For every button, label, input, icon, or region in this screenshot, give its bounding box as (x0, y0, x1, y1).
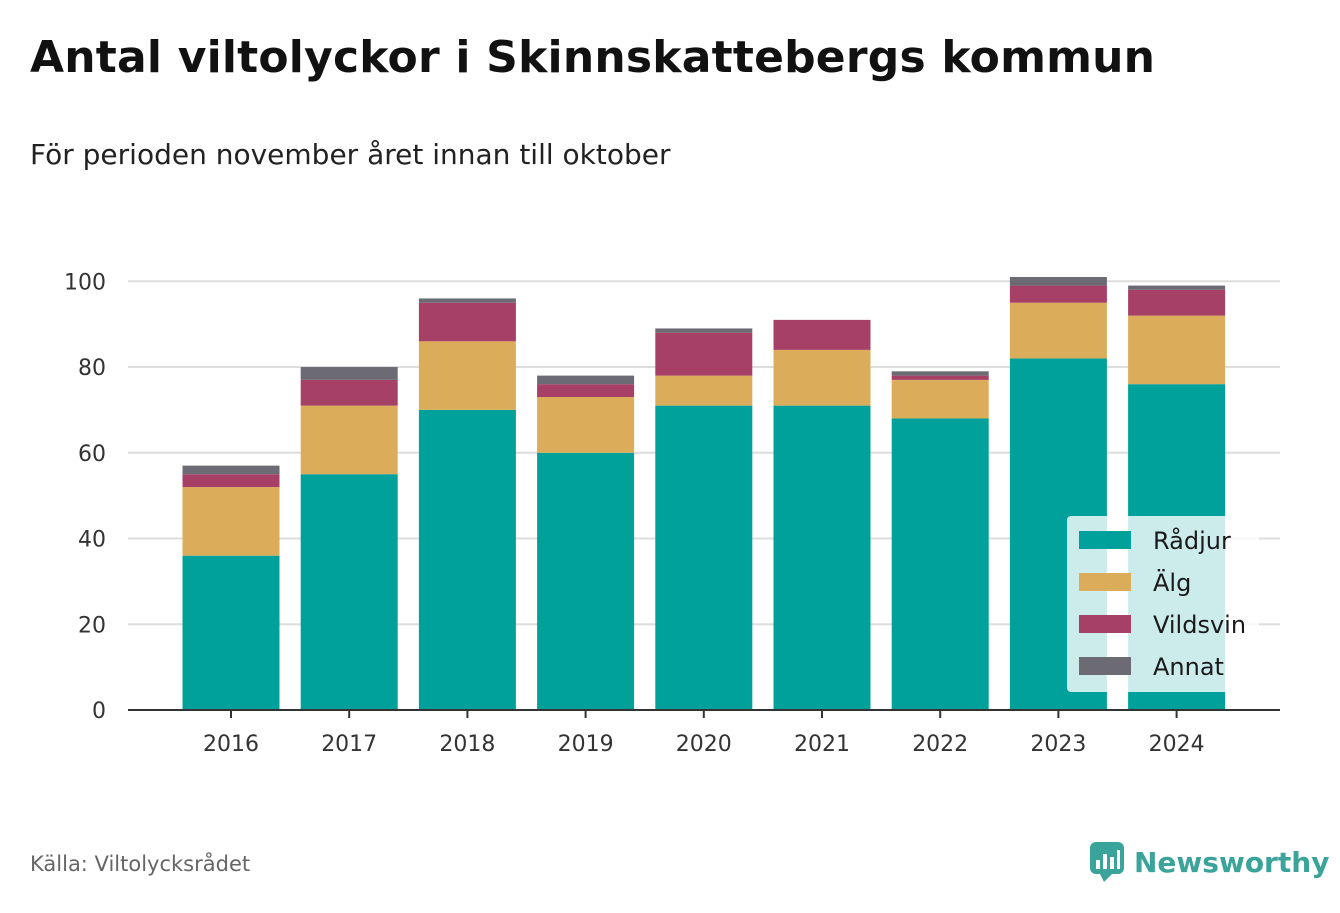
newsworthy-logo-icon (1090, 842, 1124, 882)
x-axis-ticks: 2016 2017 2018 2019 2020 2021 2022 2023 2024 (203, 710, 1205, 757)
legend-label: Rådjur (1153, 526, 1231, 555)
source-note: Källa: Viltolycksrådet (30, 852, 251, 876)
x-tick-label: 2019 (558, 732, 614, 757)
bar-segment-2016-rådjur (182, 555, 280, 710)
bar-segment-2020-rådjur (655, 405, 753, 710)
x-tick-label: 2023 (1030, 732, 1086, 757)
x-tick-label: 2022 (912, 732, 968, 757)
bar-segment-2019-annat (537, 375, 635, 385)
bar-segment-2020-vildsvin (655, 332, 753, 376)
x-tick-label: 2021 (794, 732, 850, 757)
bar-segment-2016-vildsvin (182, 474, 280, 488)
x-tick-label: 2017 (321, 732, 377, 757)
y-tick-label: 60 (78, 442, 106, 467)
y-tick-label: 80 (78, 356, 106, 381)
bar-segment-2023-vildsvin (1009, 285, 1107, 303)
bar-segment-2019-vildsvin (537, 384, 635, 398)
legend-swatch (1079, 615, 1131, 633)
bar-segment-2018-älg (418, 341, 516, 410)
bar-segment-2018-annat (418, 298, 516, 303)
bar-segment-2020-älg (655, 375, 753, 406)
legend: Rådjur Älg Vildsvin Annat (1067, 516, 1259, 692)
brand-logo: Newsworthy (1088, 840, 1329, 884)
bar-segment-2017-älg (300, 405, 398, 475)
y-tick-label: 100 (64, 270, 106, 295)
chart-title: Antal viltolyckor i Skinnskattebergs kom… (30, 32, 1156, 83)
bar-segment-2022-annat (891, 371, 989, 376)
bar-segment-2016-älg (182, 487, 280, 556)
y-tick-label: 40 (78, 528, 106, 553)
bar-segment-2017-annat (300, 367, 398, 380)
bar-segment-2022-älg (891, 379, 989, 419)
bar-segment-2023-annat (1009, 277, 1107, 286)
legend-box (1067, 516, 1259, 692)
legend-label: Älg (1153, 568, 1191, 597)
x-tick-label: 2020 (676, 732, 732, 757)
y-axis-ticks: 0 20 40 60 80 100 (64, 270, 106, 724)
legend-label: Annat (1153, 653, 1224, 681)
legend-swatch (1079, 531, 1131, 549)
legend-swatch (1079, 657, 1131, 675)
bar-segment-2023-älg (1009, 302, 1107, 359)
y-tick-label: 0 (92, 699, 106, 724)
bar-segment-2022-vildsvin (891, 375, 989, 380)
bar-segment-2021-vildsvin (773, 319, 871, 350)
legend-label: Vildsvin (1153, 611, 1246, 639)
y-tick-label: 20 (78, 613, 106, 638)
bar-segment-2018-rådjur (418, 409, 516, 710)
bar-segment-2017-vildsvin (300, 379, 398, 406)
bar-segment-2021-rådjur (773, 405, 871, 710)
x-tick-label: 2018 (439, 732, 495, 757)
bar-segment-2020-annat (655, 328, 753, 333)
bar-segment-2019-rådjur (537, 452, 635, 710)
bar-segment-2022-rådjur (891, 418, 989, 710)
bar-segment-2016-annat (182, 465, 280, 475)
bar-segment-2024-vildsvin (1128, 289, 1226, 316)
legend-swatch (1079, 573, 1131, 591)
x-tick-label: 2016 (203, 732, 259, 757)
bar-segment-2021-älg (773, 349, 871, 406)
bar-segment-2018-vildsvin (418, 302, 516, 342)
bar-segment-2019-älg (537, 397, 635, 453)
bar-segment-2024-annat (1128, 285, 1226, 290)
bar-segment-2017-rådjur (300, 474, 398, 710)
x-tick-label: 2024 (1149, 732, 1205, 757)
chart-subtitle: För perioden november året innan till ok… (30, 138, 671, 171)
bar-segment-2024-älg (1128, 315, 1226, 385)
brand-name: Newsworthy (1134, 845, 1330, 879)
